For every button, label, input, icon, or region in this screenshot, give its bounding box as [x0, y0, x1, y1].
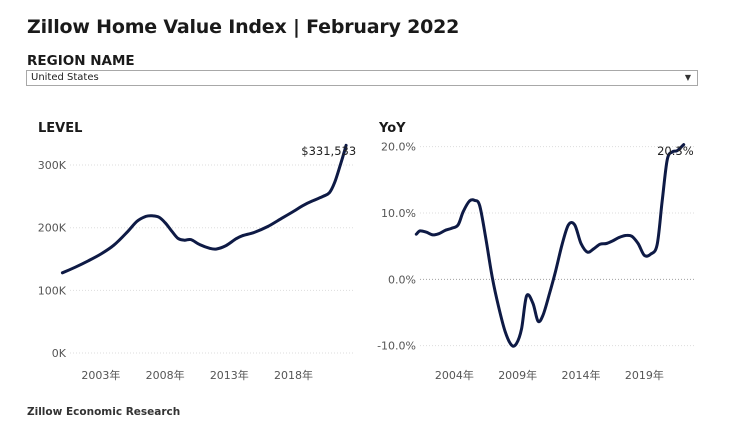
yoy-y-tick-label: 0.0%	[388, 273, 416, 286]
level-end-value-label: $331,533	[301, 144, 356, 158]
level-x-tick-label: 2008年	[146, 368, 185, 382]
yoy-end-value-label: 20.3%	[657, 144, 694, 158]
yoy-x-tick-label: 2019年	[625, 368, 664, 382]
level-x-tick-label: 2018年	[274, 368, 313, 382]
yoy-x-tick-label: 2004年	[435, 368, 474, 382]
level-y-tick-label: 200K	[38, 222, 67, 235]
level-y-tick-label: 300K	[38, 159, 67, 172]
yoy-y-tick-label: 20.0%	[381, 141, 416, 154]
yoy-x-tick-label: 2014年	[562, 368, 601, 382]
yoy-x-tick-label: 2009年	[498, 368, 537, 382]
level-y-tick-label: 0K	[52, 347, 67, 360]
chevron-down-icon[interactable]: ▼	[684, 73, 691, 82]
region-select[interactable]: United States ▼	[26, 70, 698, 86]
yoy-series-line	[414, 143, 686, 348]
region-name-label: REGION NAME	[27, 53, 135, 69]
level-y-tick-label: 100K	[38, 284, 67, 297]
yoy-chart: -10.0% 0.0% 10.0% 20.0% 2004年 2009年 2014年 2019年…	[377, 141, 694, 382]
footer-credit: Zillow Economic Research	[27, 406, 181, 418]
level-series-line	[60, 143, 348, 275]
level-x-tick-label: 2013年	[210, 368, 249, 382]
yoy-chart-title: YoY	[379, 121, 406, 136]
yoy-y-tick-label: 10.0%	[381, 207, 416, 220]
level-chart: 0K 100K 200K 300K 2003年 2008年 2013年 2018年 $331,5…	[38, 143, 356, 382]
page-title: Zillow Home Value Index | February 2022	[27, 16, 460, 38]
yoy-y-tick-label: -10.0%	[377, 340, 416, 353]
level-x-tick-label: 2003年	[81, 368, 120, 382]
region-select-value: United States	[31, 72, 99, 83]
level-chart-title: LEVEL	[38, 121, 83, 136]
